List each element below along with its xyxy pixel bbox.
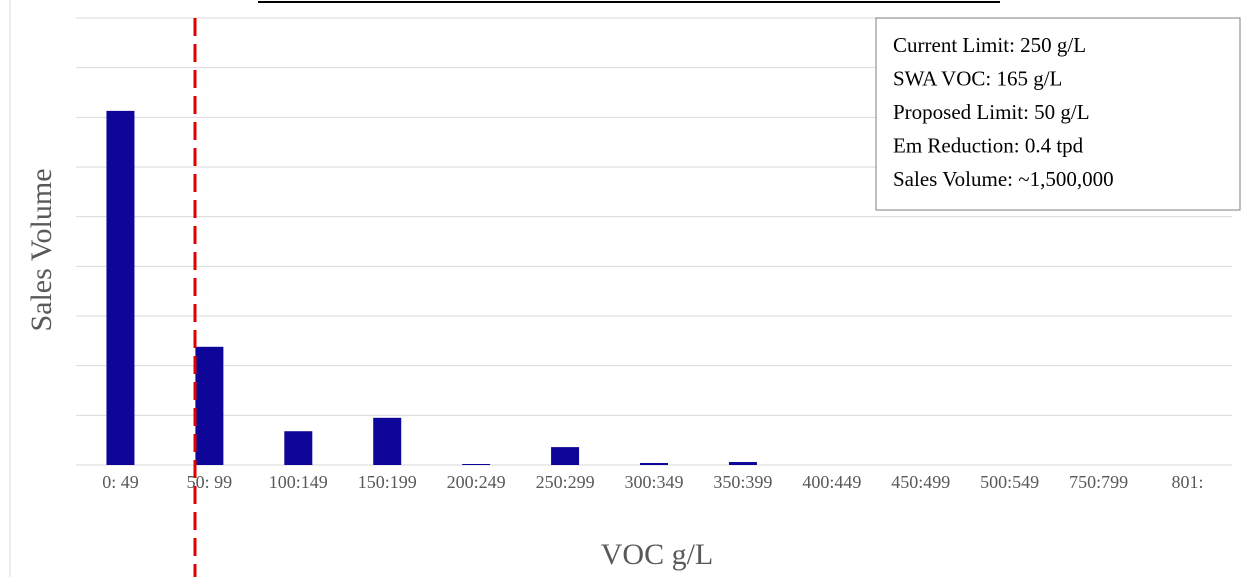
bar [195, 346, 224, 465]
y-axis-label: Sales Volume [25, 168, 58, 331]
bar [728, 462, 757, 465]
bar [284, 431, 313, 465]
x-tick-label: 500:549 [980, 472, 1039, 492]
annotation-line: Sales Volume: ~1,500,000 [893, 167, 1114, 191]
x-tick-label: 150:199 [358, 472, 417, 492]
annotation-line: Proposed Limit: 50 g/L [893, 100, 1090, 124]
annotation-box [875, 17, 1241, 211]
bar [640, 463, 668, 465]
x-tick-label: 50: 99 [187, 472, 233, 492]
x-tick-label: 750:799 [1069, 472, 1128, 492]
x-tick-label: 100:149 [269, 472, 328, 492]
annotation-line: Current Limit: 250 g/L [893, 33, 1086, 57]
x-axis-label: VOC g/L [601, 538, 714, 571]
x-tick-label: 0: 49 [102, 472, 139, 492]
x-tick-label: 200:249 [447, 472, 506, 492]
bar [551, 447, 580, 465]
annotation-line: SWA VOC: 165 g/L [893, 66, 1062, 90]
x-tick-label: 400:449 [802, 472, 861, 492]
bar [106, 110, 135, 466]
x-tick-label: 250:299 [536, 472, 595, 492]
x-tick-label: 300:349 [624, 472, 683, 492]
bar [373, 417, 402, 465]
x-tick-label: 450:499 [891, 472, 950, 492]
x-tick-label: 350:399 [713, 472, 772, 492]
x-tick-label: 801: [1172, 472, 1204, 492]
annotation-line: Em Reduction: 0.4 tpd [893, 133, 1084, 157]
bar [462, 464, 491, 465]
